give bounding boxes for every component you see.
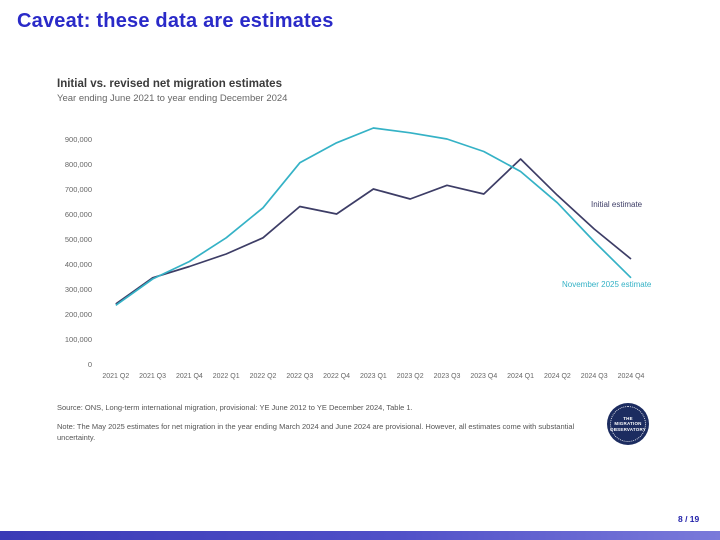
- x-tick-label: 2023 Q3: [433, 373, 461, 380]
- series-line-1: [115, 127, 632, 306]
- x-tick-label: 2021 Q4: [175, 373, 203, 380]
- logo-dotted-ring-icon: [610, 406, 646, 442]
- chart-title: Initial vs. revised net migration estima…: [57, 78, 282, 90]
- x-tick-label: 2023 Q2: [396, 373, 424, 380]
- y-tick-label: 800,000: [64, 159, 92, 169]
- y-tick-label: 700,000: [64, 184, 92, 194]
- x-tick-label: 2024 Q3: [580, 373, 608, 380]
- y-tick-label: 300,000: [64, 284, 92, 294]
- chart-subtitle: Year ending June 2021 to year ending Dec…: [57, 93, 288, 104]
- x-tick-label: 2024 Q1: [507, 373, 535, 380]
- chart-plot: [95, 120, 655, 375]
- x-tick-label: 2022 Q4: [323, 373, 351, 380]
- x-tick-label: 2021 Q2: [102, 373, 130, 380]
- line-chart-svg: [115, 127, 632, 306]
- migration-observatory-logo: THE MIGRATION OBSERVATORY: [607, 403, 649, 445]
- y-tick-label: 200,000: [64, 309, 92, 319]
- x-tick-label: 2024 Q4: [617, 373, 645, 380]
- y-tick-label: 100,000: [64, 334, 92, 344]
- x-tick-label: 2024 Q2: [543, 373, 571, 380]
- y-tick-label: 900,000: [64, 134, 92, 144]
- x-tick-label: 2021 Q3: [139, 373, 167, 380]
- footnote: Note: The May 2025 estimates for net mig…: [57, 422, 575, 442]
- y-tick-label: 500,000: [64, 234, 92, 244]
- x-tick-label: 2022 Q3: [286, 373, 314, 380]
- y-tick-label: 600,000: [64, 209, 92, 219]
- bottom-accent-bar: [0, 531, 720, 540]
- x-tick-label: 2022 Q1: [212, 373, 240, 380]
- series-label-november-2025-estimate: November 2025 estimate: [562, 280, 652, 289]
- y-tick-label: 400,000: [64, 259, 92, 269]
- slide-title: Caveat: these data are estimates: [17, 10, 334, 32]
- series-line-0: [115, 158, 632, 305]
- y-tick-label: 0: [87, 359, 92, 369]
- x-tick-label: 2022 Q2: [249, 373, 277, 380]
- source-note: Source: ONS, Long-term international mig…: [57, 403, 413, 412]
- x-tick-label: 2023 Q1: [359, 373, 387, 380]
- page-number: 8 / 19: [678, 514, 700, 524]
- series-label-initial-estimate: Initial estimate: [591, 200, 643, 209]
- x-tick-label: 2023 Q4: [470, 373, 498, 380]
